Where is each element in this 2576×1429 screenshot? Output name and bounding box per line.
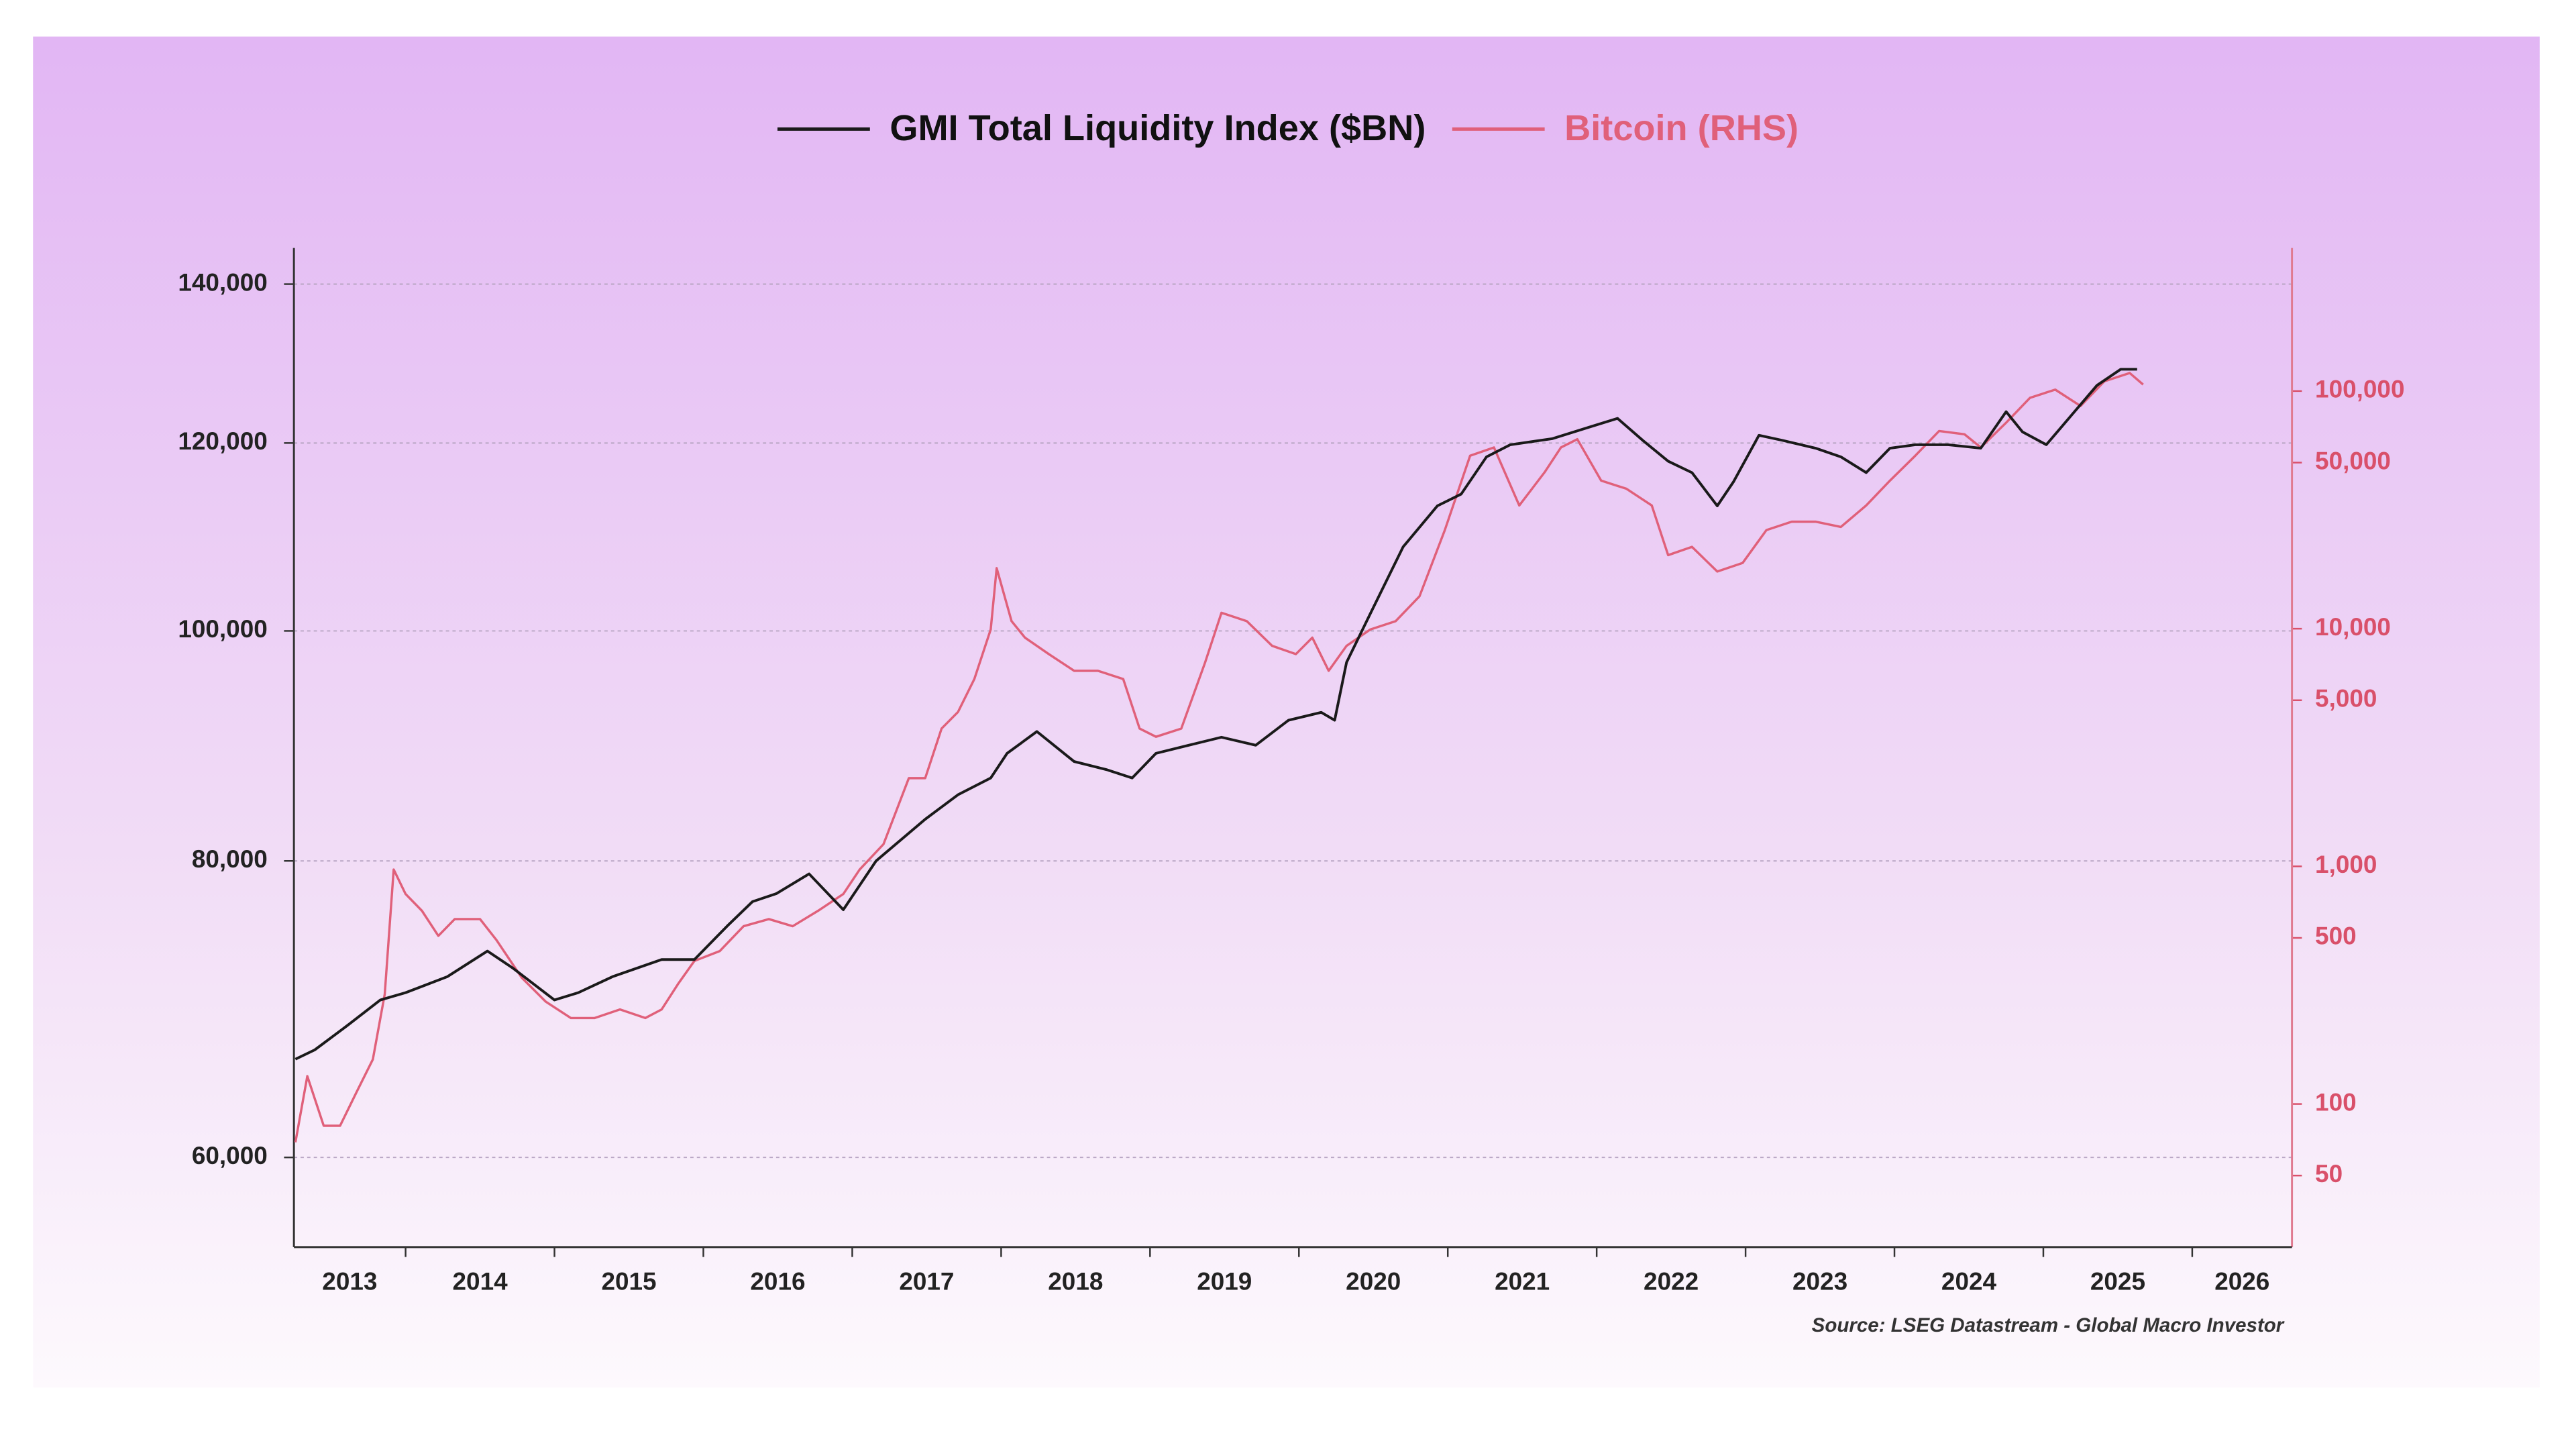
y2-tick-label: 500	[2315, 922, 2357, 950]
y-tick-label: 80,000	[192, 845, 268, 873]
series-line	[294, 372, 2144, 1143]
x-tick-label: 2020	[1346, 1268, 1401, 1295]
series-line	[294, 368, 2137, 1061]
y2-tick-label: 5,000	[2315, 684, 2377, 712]
x-tick-label: 2018	[1048, 1268, 1103, 1295]
y2-tick-label: 1,000	[2315, 851, 2377, 878]
y2-tick-label: 50,000	[2315, 447, 2391, 474]
x-tick-label: 2016	[750, 1268, 805, 1295]
y-tick-label: 120,000	[178, 427, 267, 455]
x-tick-label: 2013	[322, 1268, 377, 1295]
legend-label: Bitcoin (RHS)	[1564, 108, 1799, 148]
x-tick-label: 2019	[1197, 1268, 1252, 1295]
x-tick-label: 2017	[899, 1268, 954, 1295]
x-tick-label: 2024	[1941, 1268, 1997, 1295]
x-tick-label: 2015	[601, 1268, 656, 1295]
x-tick-label: 2025	[2090, 1268, 2145, 1295]
y-tick-label: 60,000	[192, 1142, 268, 1169]
y2-tick-label: 100,000	[2315, 376, 2404, 403]
x-tick-label: 2021	[1495, 1268, 1550, 1295]
source-note: Source: LSEG Datastream - Global Macro I…	[1812, 1314, 2285, 1336]
y2-tick-label: 50	[2315, 1160, 2343, 1187]
x-tick-label: 2026	[2214, 1268, 2269, 1295]
legend-label: GMI Total Liquidity Index ($BN)	[890, 108, 1426, 148]
y-tick-label: 100,000	[178, 615, 267, 643]
y2-tick-label: 10,000	[2315, 613, 2391, 641]
x-tick-label: 2022	[1644, 1268, 1699, 1295]
plot: 60,000 80,000 100,000 120,000 140,000 50 100 50…	[178, 108, 2404, 1295]
x-tick-label: 2023	[1792, 1268, 1847, 1295]
x-tick-label: 2014	[453, 1268, 508, 1295]
panel-background	[33, 36, 2540, 1388]
y2-tick-label: 100	[2315, 1088, 2357, 1116]
y-tick-label: 140,000	[178, 268, 267, 296]
